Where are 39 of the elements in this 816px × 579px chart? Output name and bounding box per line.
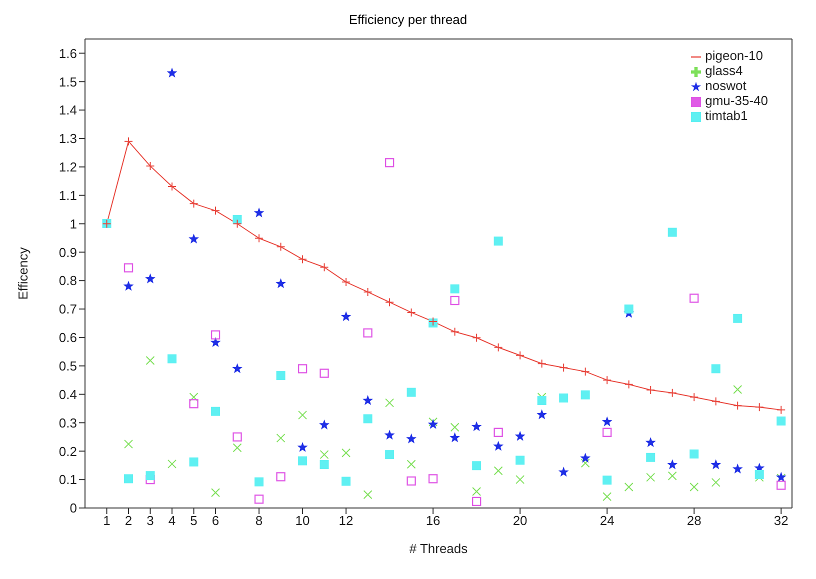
y-tick-label: 0.9 [58, 244, 77, 260]
legend-label: noswot [705, 78, 746, 93]
y-tick-label: 1.6 [58, 46, 77, 61]
y-axis-title: Efficency [16, 246, 31, 300]
x-tick-label: 3 [146, 513, 154, 528]
x-tick-label: 28 [686, 513, 702, 528]
y-tick-label: 1.2 [58, 160, 77, 175]
y-tick-label: 0.3 [58, 415, 77, 430]
y-tick-label: 1.4 [58, 102, 77, 118]
x-axis-title: # Threads [409, 541, 468, 556]
y-tick-label: 1.5 [58, 74, 77, 90]
y-tick-label: 1 [70, 216, 77, 232]
x-tick-label: 2 [124, 513, 132, 528]
x-tick-label: 16 [426, 513, 440, 528]
y-tick-label: 0.8 [58, 273, 77, 288]
x-tick-label: 6 [212, 513, 220, 528]
y-tick-label: 1.3 [58, 131, 77, 146]
y-tick-label: 0.4 [58, 386, 77, 402]
y-tick-label: 0.2 [58, 444, 77, 459]
legend-label: glass4 [705, 63, 743, 78]
x-tick-label: 4 [168, 513, 176, 528]
x-tick-label: 32 [774, 513, 788, 528]
y-tick-label: 0.1 [58, 472, 77, 488]
y-tick-label: 0.5 [58, 358, 77, 374]
x-tick-label: 24 [600, 513, 614, 528]
legend-label: gmu-35-40 [705, 93, 768, 108]
x-tick-label: 10 [295, 513, 310, 528]
x-tick-label: 1 [103, 513, 110, 528]
x-tick-label: 5 [190, 513, 198, 528]
chart-title: Efficiency per thread [348, 12, 468, 27]
y-tick-label: 0 [70, 500, 77, 516]
legend-label: timtab1 [705, 108, 748, 123]
x-tick-label: 12 [338, 513, 354, 528]
y-tick-label: 0.7 [58, 302, 77, 317]
legend-label: pigeon-10 [705, 48, 763, 63]
x-tick-label: 20 [512, 513, 528, 528]
x-tick-label: 8 [255, 513, 263, 528]
y-tick-label: 1.1 [58, 188, 77, 203]
y-tick-label: 0.6 [58, 330, 77, 346]
